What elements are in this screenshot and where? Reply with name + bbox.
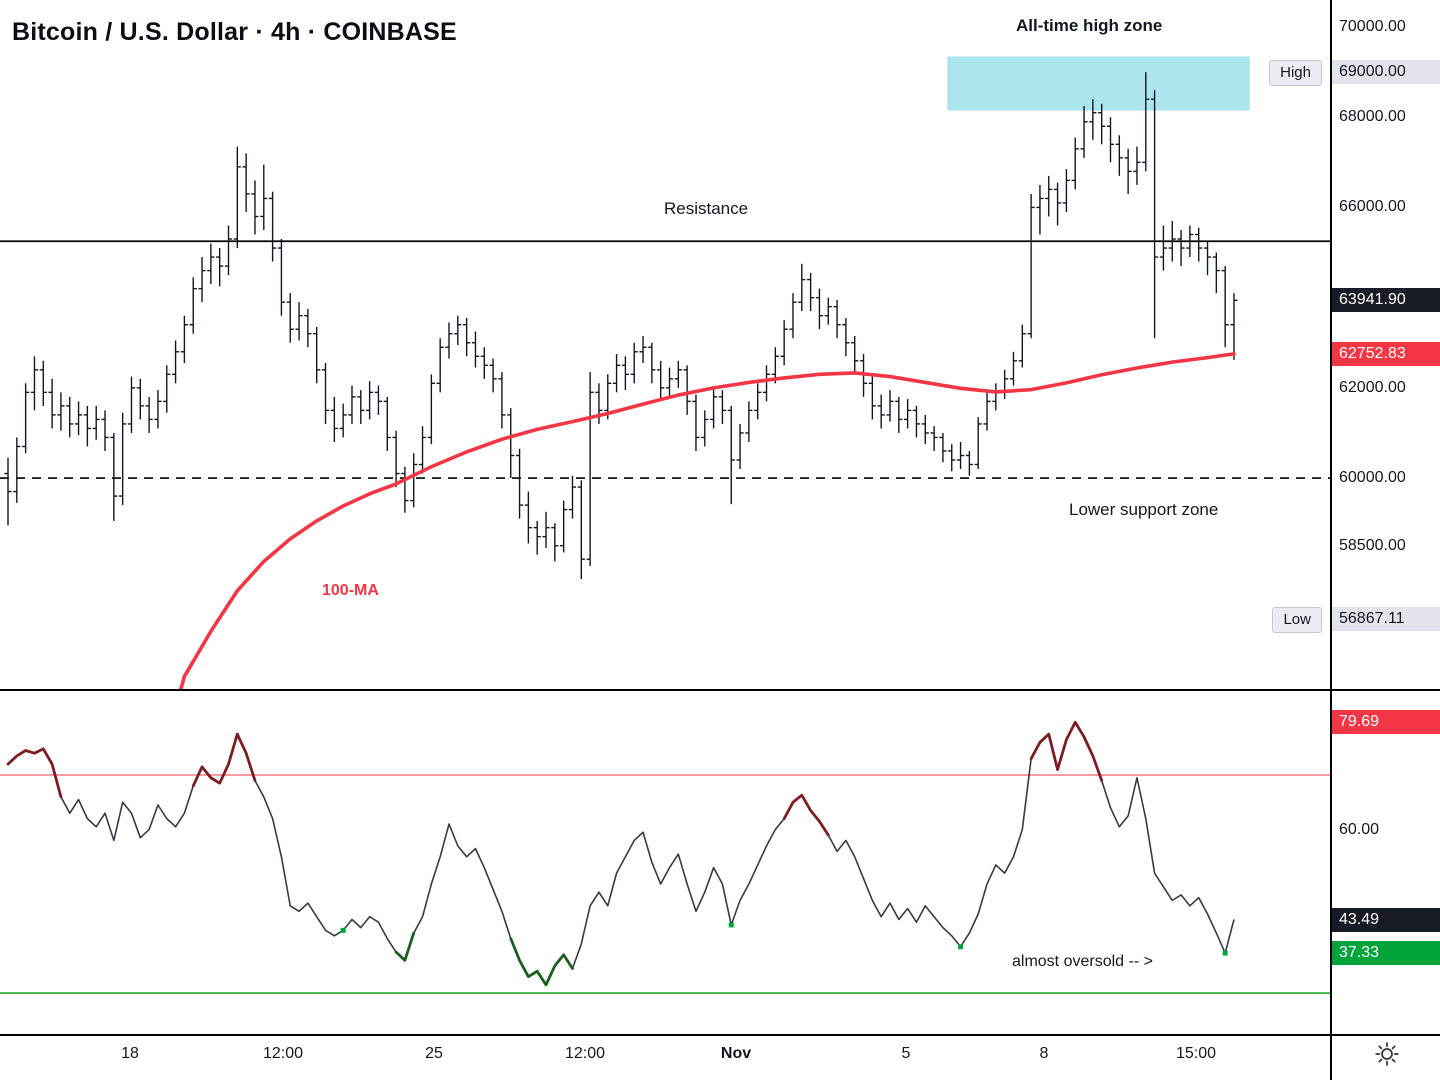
rsi-axis-label: 79.69 — [1332, 710, 1440, 735]
high-price-tag: High — [1269, 60, 1322, 87]
price-axis-label: 62000.00 — [1339, 378, 1406, 396]
low-price-tag: Low — [1272, 607, 1322, 634]
ath-zone-label: All-time high zone — [1016, 16, 1163, 35]
price-axis-label: 62752.83 — [1332, 341, 1440, 366]
resistance-label: Resistance — [664, 199, 749, 218]
price-axis-label: 60000.00 — [1339, 469, 1406, 487]
time-axis-label: 8 — [1039, 1045, 1049, 1062]
rsi-axis-label: 60.00 — [1339, 820, 1380, 838]
price-axis-label: 58500.00 — [1339, 536, 1406, 554]
price-axis-label: 70000.00 — [1339, 18, 1406, 36]
almost-oversold-annotation: almost oversold -- > — [1012, 953, 1153, 970]
price-axis-label: 68000.00 — [1339, 108, 1406, 126]
price-axis-label: 56867.11 — [1332, 607, 1440, 632]
price-axis-label: 63941.90 — [1332, 288, 1440, 313]
price-axis-label: 69000.00 — [1332, 60, 1440, 85]
time-axis-label: 12:00 — [262, 1045, 304, 1062]
ma-100-label: 100-MA — [322, 582, 379, 599]
rsi-axis-label: 43.49 — [1332, 907, 1440, 932]
price-pane[interactable]: Bitcoin / U.S. Dollar · 4h · COINBASE Al… — [0, 0, 1330, 690]
time-axis[interactable]: 18 12:00 25 12:00 Nov 5 8 15:00 — [0, 1035, 1330, 1080]
time-axis-label: 18 — [121, 1045, 139, 1062]
chart-title: Bitcoin / U.S. Dollar · 4h · COINBASE — [12, 18, 457, 46]
pane-divider[interactable] — [0, 689, 1440, 691]
rsi-chart-canvas — [0, 720, 1330, 994]
time-axis-divider — [0, 1034, 1440, 1036]
settings-gear-icon[interactable] — [1374, 1041, 1400, 1067]
rsi-axis-label: 37.33 — [1332, 941, 1440, 966]
price-chart-canvas — [0, 56, 1330, 690]
rsi-pane[interactable]: almost oversold -- > — [0, 690, 1330, 1035]
gear-glyph — [1375, 1042, 1399, 1066]
price-axis-label: 66000.00 — [1339, 198, 1406, 216]
time-axis-label: 5 — [901, 1045, 911, 1062]
time-axis-label: 15:00 — [1175, 1045, 1217, 1062]
time-axis-label: 25 — [425, 1045, 443, 1062]
price-scale[interactable]: 70000.00 69000.00 68000.00 66000.00 63941.90… — [1330, 0, 1440, 1080]
lower-support-zone-label: Lower support zone — [1069, 500, 1219, 519]
time-axis-label: 12:00 — [564, 1045, 606, 1062]
time-axis-label: Nov — [720, 1045, 752, 1062]
